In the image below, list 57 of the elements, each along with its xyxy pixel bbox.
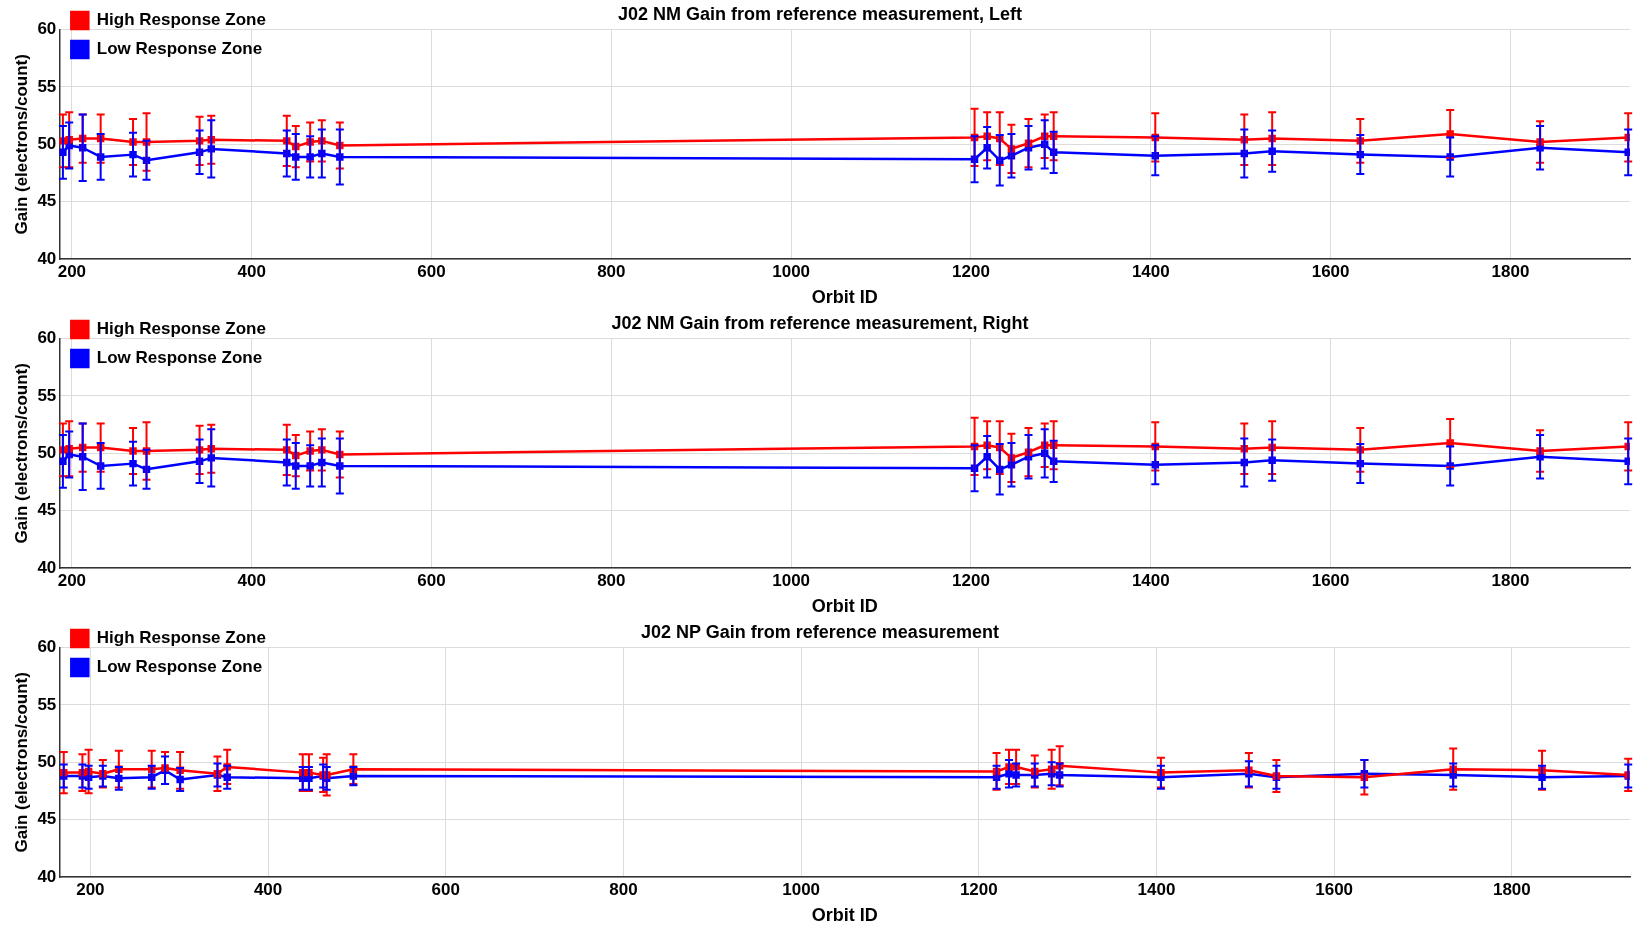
- legend-label: High Response Zone: [96, 10, 266, 30]
- legend-label: High Response Zone: [96, 628, 266, 648]
- x-tick-label: 200: [57, 261, 87, 281]
- x-tick-label: 1200: [952, 570, 990, 590]
- y-tick-label: 60: [37, 637, 57, 657]
- x-tick-label: 1000: [772, 570, 811, 590]
- x-tick-label: 400: [253, 879, 283, 899]
- x-tick-label: 800: [609, 879, 638, 899]
- y-tick-label: 45: [37, 191, 57, 211]
- x-axis-title: Orbit ID: [811, 905, 878, 926]
- chart-title: J02 NP Gain from reference measurement: [641, 621, 999, 642]
- chart-title: J02 NM Gain from reference measurement, Left: [617, 3, 1023, 24]
- y-axis-title: Gain (electrons/count): [11, 672, 31, 853]
- x-tick-label: 1200: [952, 261, 990, 281]
- y-tick-label: 55: [37, 385, 57, 405]
- y-tick-label: 45: [37, 809, 57, 829]
- x-tick-label: 400: [237, 570, 266, 590]
- x-tick-label: 1400: [1131, 261, 1170, 281]
- y-tick-label: 50: [37, 442, 57, 462]
- x-tick-label: 1400: [1137, 879, 1176, 899]
- y-tick-label: 40: [37, 248, 57, 268]
- x-tick-label: 800: [597, 570, 626, 590]
- x-tick-label: 200: [57, 570, 87, 590]
- x-tick-label: 1800: [1491, 570, 1530, 590]
- x-axis-title: Orbit ID: [811, 596, 878, 617]
- y-tick-label: 60: [37, 19, 57, 39]
- y-tick-label: 50: [37, 751, 57, 771]
- legend-label: Low Response Zone: [96, 348, 263, 368]
- x-tick-label: 200: [76, 879, 105, 899]
- x-tick-label: 600: [417, 570, 446, 590]
- x-tick-label: 1800: [1491, 261, 1530, 281]
- x-tick-label: 400: [237, 261, 266, 281]
- x-tick-label: 1600: [1315, 879, 1354, 899]
- x-tick-label: 1000: [782, 879, 821, 899]
- x-tick-label: 1600: [1311, 570, 1350, 590]
- y-axis-title: Gain (electrons/count): [11, 54, 31, 235]
- x-tick-label: 600: [431, 879, 460, 899]
- y-tick-label: 55: [37, 694, 57, 714]
- x-tick-label: 1000: [772, 261, 811, 281]
- y-tick-label: 55: [37, 76, 57, 96]
- y-tick-label: 45: [37, 500, 57, 520]
- x-axis-title: Orbit ID: [811, 287, 878, 308]
- y-axis-title: Gain (electrons/count): [11, 363, 31, 544]
- legend-label: High Response Zone: [96, 319, 266, 339]
- x-tick-label: 600: [417, 261, 446, 281]
- y-tick-label: 60: [37, 328, 57, 348]
- y-tick-label: 40: [37, 866, 57, 886]
- y-tick-label: 40: [37, 557, 57, 577]
- y-tick-label: 50: [37, 133, 57, 153]
- x-tick-label: 1600: [1311, 261, 1350, 281]
- chart-title: J02 NM Gain from reference measurement, Right: [611, 312, 1029, 333]
- x-tick-label: 1200: [959, 879, 998, 899]
- legend-label: Low Response Zone: [96, 39, 263, 59]
- x-tick-label: 800: [597, 261, 626, 281]
- x-tick-label: 1400: [1131, 570, 1170, 590]
- legend-label: Low Response Zone: [96, 657, 263, 677]
- x-tick-label: 1800: [1492, 879, 1531, 899]
